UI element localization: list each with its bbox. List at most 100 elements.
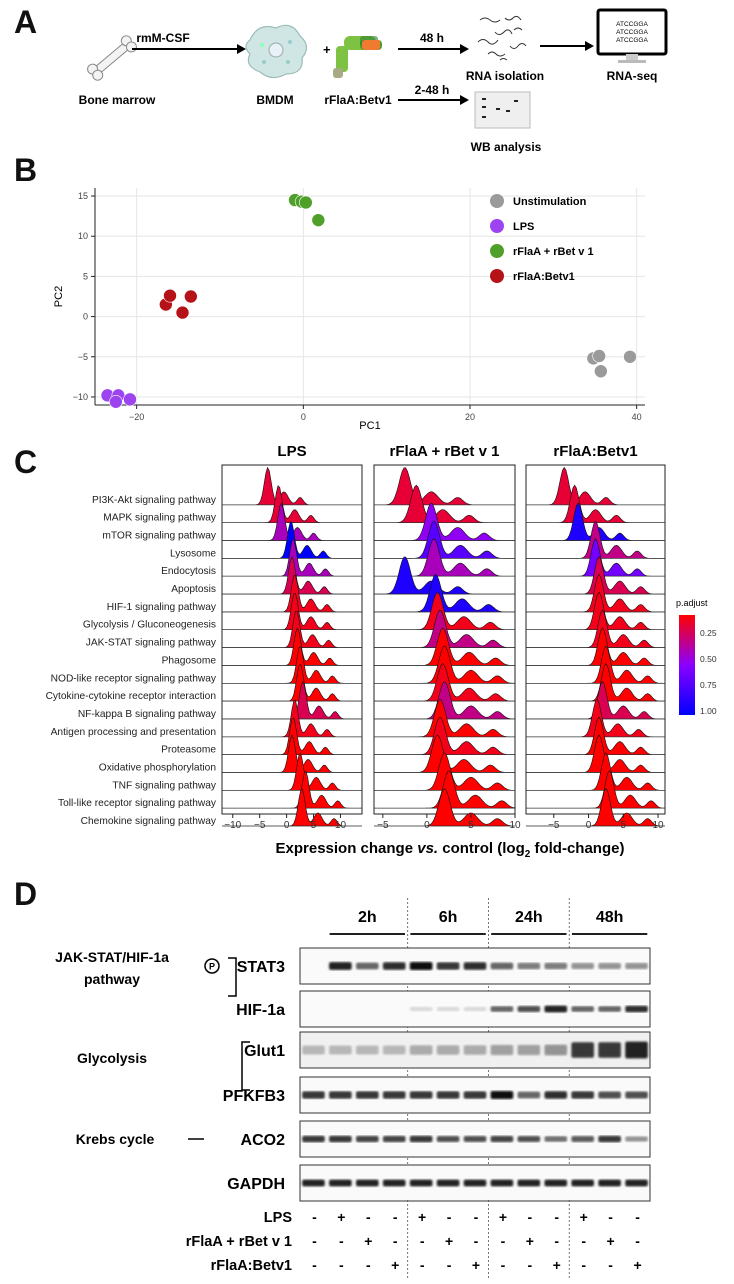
panel-b-letter: B [14, 152, 38, 188]
padj-legend-label: 1.00 [700, 706, 717, 716]
blot-band [329, 1045, 352, 1055]
condition-sign: - [447, 1257, 452, 1273]
blot-band [436, 1045, 460, 1055]
condition-sign: + [364, 1233, 372, 1249]
condition-sign: + [526, 1233, 534, 1249]
time-48h-label: 48 h [420, 31, 444, 45]
blot-band [625, 1041, 648, 1059]
ridge-x-tick-label: 5 [311, 820, 317, 831]
pca-y-tick-label: 0 [83, 312, 88, 322]
pca-y-tick-label: −5 [78, 352, 88, 362]
pathway-label: PI3K-Akt signaling pathway [92, 495, 217, 506]
pca-point [109, 394, 123, 409]
bone-icon [87, 35, 137, 81]
blot-band [544, 1179, 568, 1187]
condition-sign: + [580, 1209, 588, 1225]
condition-sign: - [528, 1257, 533, 1273]
ridge-x-tick-label: −5 [254, 820, 266, 831]
blot-band [409, 1179, 433, 1187]
panel-a-graphics: + ATCCGGA ATCCGGA ATCCGGA rmM-CSF Bone m… [79, 8, 668, 154]
ridge-panel-title: rFlaA:Betv1 [553, 443, 637, 460]
bone-marrow-label: Bone marrow [79, 93, 156, 107]
condition-sign: - [312, 1257, 317, 1273]
blot-band [382, 1179, 406, 1187]
condition-sign: + [499, 1209, 507, 1225]
blot-band [463, 1179, 487, 1187]
ridge-x-tick-label: −10 [224, 820, 241, 831]
blot-label: HIF-1a [236, 1002, 285, 1019]
blot-band [356, 1091, 379, 1099]
pca-legend-marker [490, 244, 504, 258]
blot-band [571, 1091, 594, 1099]
condition-label: rFlaA:Betv1 [211, 1258, 292, 1274]
blot-band [409, 1045, 433, 1055]
pathway-label: Oxidative phosphorylation [99, 762, 216, 773]
blot-band [356, 1045, 379, 1055]
padj-legend-label: 0.25 [700, 628, 717, 638]
blot-band [382, 1135, 406, 1143]
blot-band [302, 1179, 325, 1187]
condition-label: LPS [264, 1210, 293, 1226]
pathway-label: Endocytosis [161, 566, 216, 577]
blot-label: Glut1 [244, 1043, 285, 1060]
ridge-panel-title: rFlaA + rBet v 1 [390, 443, 500, 460]
padj-legend-title: p.adjust [676, 598, 708, 608]
blot-band [625, 962, 648, 970]
condition-sign: - [474, 1209, 479, 1225]
pca-y-tick-label: −10 [73, 392, 88, 402]
blot-label: GAPDH [227, 1176, 285, 1193]
timepoint-label: 48h [596, 909, 624, 926]
condition-sign: - [366, 1209, 371, 1225]
pathway-label: Phagosome [162, 655, 217, 666]
pathway-label: JAK-STAT signaling pathway [86, 638, 217, 649]
panel-d-letter: D [14, 876, 38, 912]
padj-legend-label: 0.75 [700, 680, 717, 690]
plus-sign: + [323, 42, 331, 57]
rna-isolation-label: RNA isolation [466, 69, 544, 83]
condition-sign: - [608, 1257, 613, 1273]
pathway-label: mTOR signaling pathway [102, 531, 217, 542]
blot-band [571, 1179, 594, 1187]
condition-sign: - [501, 1257, 506, 1273]
ridge-x-tick-label: 0 [424, 820, 430, 831]
blot-band [517, 1091, 541, 1099]
group-label: JAK-STAT/HIF-1a [55, 949, 169, 965]
pca-point [623, 349, 637, 364]
timepoint-label: 2h [358, 909, 377, 926]
wb-blot-icon [474, 91, 531, 129]
condition-sign: - [474, 1233, 479, 1249]
blot-band [436, 1135, 460, 1143]
blot-band [356, 962, 379, 970]
pathway-label: Chemokine signaling pathway [81, 816, 217, 827]
wb-analysis-label: WB analysis [471, 140, 542, 154]
blot-band [517, 1005, 541, 1013]
condition-sign: - [501, 1233, 506, 1249]
condition-sign: - [608, 1209, 613, 1225]
blot-band [571, 962, 594, 970]
phospho-symbol: P [209, 962, 215, 972]
ridge-x-tick-label: −5 [377, 820, 389, 831]
pca-y-tick-label: 5 [83, 271, 88, 281]
ridge-panel-title: LPS [277, 443, 306, 460]
blot-band [356, 1135, 379, 1143]
monitor-line: ATCCGGA [616, 29, 648, 36]
condition-sign: - [447, 1209, 452, 1225]
ridge-x-tick-label: 0 [284, 820, 290, 831]
condition-sign: - [312, 1233, 317, 1249]
ridge-x-tick-label: 10 [335, 820, 347, 831]
pca-x-tick-label: 0 [301, 412, 306, 422]
ridge-density [221, 734, 363, 773]
condition-sign: + [337, 1209, 345, 1225]
blot-band [463, 1091, 487, 1099]
pca-ylabel: PC2 [53, 286, 65, 307]
phospho-icon [204, 958, 220, 974]
time-2-48h-label: 2-48 h [415, 83, 450, 97]
ridge-x-tick-label: 5 [468, 820, 474, 831]
blot-band [463, 1135, 487, 1143]
condition-sign: - [581, 1233, 586, 1249]
blot-band [490, 1179, 514, 1187]
pca-point [592, 349, 606, 363]
blot-band [571, 1006, 594, 1012]
blot-band [598, 962, 621, 970]
blot-band [625, 1005, 648, 1013]
